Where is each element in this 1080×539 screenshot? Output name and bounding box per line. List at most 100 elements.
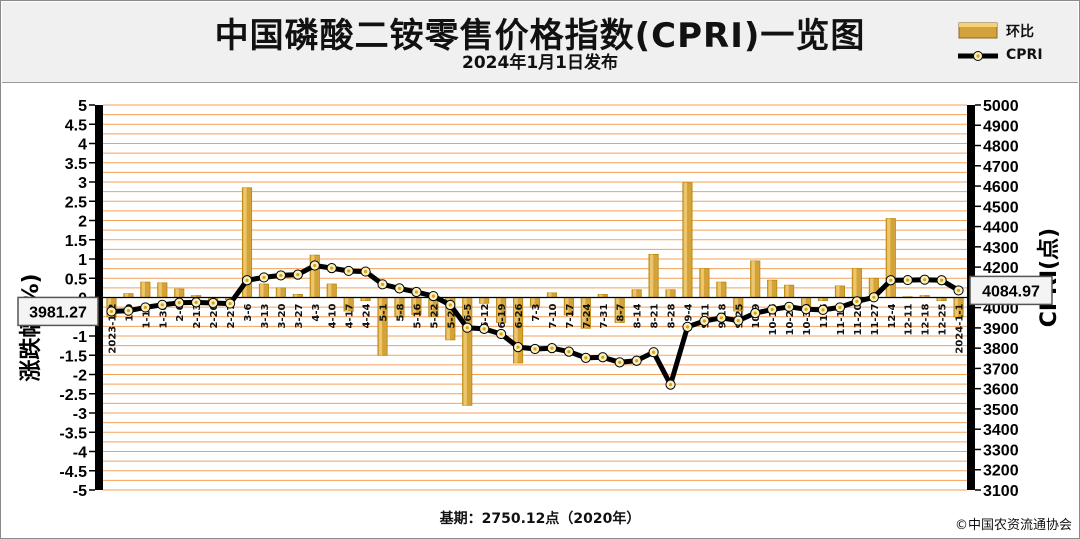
x-tick-label: 8-28 <box>667 303 678 328</box>
cpri-point-center <box>770 307 774 312</box>
cpri-point-center <box>431 294 435 298</box>
cpri-point-center <box>550 346 554 350</box>
x-tick-label: 9-11 <box>700 303 711 328</box>
left-tick-label: 0.5 <box>65 271 87 288</box>
x-tick-label: 5-29 <box>446 303 457 328</box>
bar-highlight <box>649 254 654 298</box>
bar-highlight <box>616 297 620 323</box>
bar-highlight <box>395 297 400 317</box>
left-tick-label: 2 <box>78 214 87 231</box>
bar-highlight <box>582 297 586 329</box>
chart-title: 中国磷酸二铵零售价格指数(CPRI)一览图 <box>214 16 866 56</box>
left-tick-label: -3.5 <box>59 425 87 442</box>
cpri-point-center <box>584 356 588 360</box>
left-tick-label: -2 <box>73 368 87 385</box>
right-tick-label: 4500 <box>983 199 1019 216</box>
legend-item-line: CPRI <box>956 46 1076 68</box>
x-tick-label: 11-27 <box>870 303 881 335</box>
x-tick-label: 2-13 <box>192 303 203 328</box>
x-tick-label: 5-22 <box>429 303 440 328</box>
bar-highlight <box>819 297 823 301</box>
cpri-point-center <box>939 278 944 282</box>
left-tick-label: 4.5 <box>65 117 87 134</box>
x-tick-label: 2-27 <box>226 303 237 328</box>
x-tick-label: 12-4 <box>887 303 898 328</box>
cpri-point-center <box>347 269 351 273</box>
bar-highlight <box>802 297 806 310</box>
right-tick-label: 3100 <box>983 483 1019 500</box>
right-tick-label: 4700 <box>983 159 1019 176</box>
cpri-point-center <box>126 309 131 313</box>
cpri-point-center <box>567 350 571 354</box>
x-tick-label: 2023-1-2 <box>107 303 118 353</box>
right-tick-label: 5000 <box>983 98 1019 115</box>
bar-highlight <box>124 293 129 298</box>
x-tick-label: 3-13 <box>260 303 271 328</box>
cpri-point-center <box>889 278 893 282</box>
x-tick-label: 12-18 <box>921 303 932 335</box>
cpri-point-center <box>313 263 317 268</box>
x-tick-label: 5-1 <box>379 303 390 321</box>
bar-highlight <box>548 292 552 298</box>
cpri-point-center <box>380 282 385 286</box>
cpri-point-center <box>651 350 656 354</box>
cpri-point-center <box>838 305 842 310</box>
cpri-point-center <box>923 278 927 282</box>
x-tick-label: 5-16 <box>412 303 423 328</box>
right-tick-label: 3600 <box>983 382 1019 399</box>
x-tick-label: 6-19 <box>497 303 508 328</box>
bar-highlight <box>463 297 467 406</box>
cpri-point-center <box>533 347 537 351</box>
bar-highlight <box>870 278 874 298</box>
cpri-point-center <box>397 286 402 290</box>
x-tick-label: 3-20 <box>277 303 288 328</box>
x-tick-label: 2-20 <box>209 303 220 328</box>
cpri-point-center <box>211 301 215 305</box>
left-tick-label: 2.5 <box>65 194 87 211</box>
bar-highlight <box>565 297 569 315</box>
x-tick-label: 6-12 <box>480 303 491 328</box>
bar-highlight <box>836 285 840 298</box>
x-tick-label: 7-31 <box>599 303 610 328</box>
bar-highlight <box>243 187 247 298</box>
legend: 环比 CPRI <box>956 20 1076 70</box>
last-value-label: 4084.97 <box>982 283 1040 300</box>
right-tick-label: 4600 <box>983 179 1019 196</box>
cpri-point-center <box>618 360 622 364</box>
cpri-point-center <box>804 307 808 311</box>
cpri-point-center <box>787 305 791 309</box>
cpri-point-center <box>109 309 114 314</box>
bar-highlight <box>480 297 484 304</box>
cpri-point-center <box>482 327 486 331</box>
x-tick-label: 7-17 <box>565 303 576 328</box>
x-tick-label: 3-6 <box>243 303 254 321</box>
x-tick-label: 11-13 <box>836 303 847 335</box>
x-tick-label: 8-14 <box>633 303 644 328</box>
x-tick-label: 6-5 <box>463 303 474 321</box>
right-tick-label: 4900 <box>983 118 1019 135</box>
right-tick-label: 3300 <box>983 442 1019 459</box>
left-tick-label: -1 <box>73 329 87 346</box>
line-series <box>106 260 964 390</box>
cpri-point-center <box>956 288 961 293</box>
cpri-point-center <box>872 295 876 299</box>
cpri-point-center <box>160 303 164 307</box>
cpri-point-center <box>821 308 825 312</box>
left-tick-label: 1.5 <box>65 233 87 250</box>
x-tick-label: 12-11 <box>904 303 915 335</box>
cpri-point-center <box>635 359 639 363</box>
x-tick-label: 11-20 <box>853 303 864 335</box>
x-tick-label: 11-6 <box>819 303 830 328</box>
x-tick-label: 4-17 <box>345 303 356 328</box>
bar-highlight <box>700 268 705 298</box>
bar-highlight <box>378 297 383 356</box>
x-tick-label: 8-7 <box>616 303 627 321</box>
chart-subtitle: 2024年1月1日发布 <box>462 53 618 73</box>
bar-highlight <box>683 182 688 298</box>
bar-highlight <box>954 297 959 317</box>
bar-highlight <box>632 289 637 298</box>
cpri-point-center <box>465 326 469 330</box>
x-tick-label: 4-3 <box>311 303 322 321</box>
cpri-point-center <box>719 316 723 320</box>
left-tick-label: -1.5 <box>59 348 87 365</box>
